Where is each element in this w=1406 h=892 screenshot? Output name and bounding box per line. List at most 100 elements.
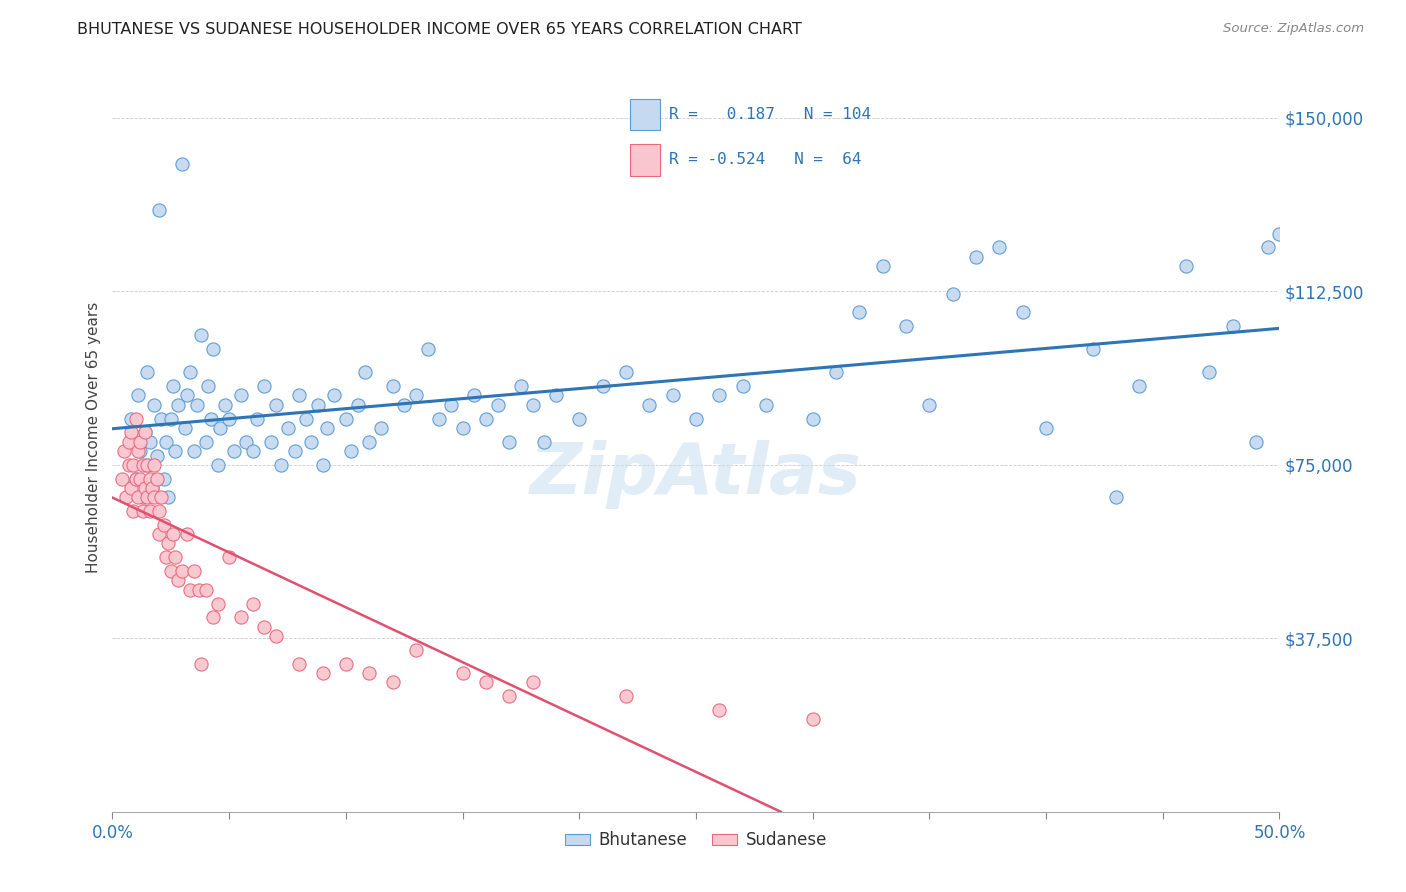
Point xyxy=(311,458,333,472)
Point xyxy=(143,490,166,504)
Point xyxy=(592,379,614,393)
Point xyxy=(134,425,156,440)
Point xyxy=(190,657,212,671)
Point xyxy=(122,504,145,518)
Point xyxy=(118,458,141,472)
Point xyxy=(264,629,287,643)
Point xyxy=(381,675,404,690)
Point xyxy=(194,582,217,597)
Point xyxy=(111,472,134,486)
Point xyxy=(122,458,145,472)
Point xyxy=(942,286,965,301)
Point xyxy=(307,398,329,412)
Point xyxy=(731,379,754,393)
Point xyxy=(176,527,198,541)
Point xyxy=(346,398,368,412)
Point xyxy=(1268,227,1291,241)
Point xyxy=(166,574,188,588)
Point xyxy=(136,458,159,472)
Point xyxy=(270,458,292,472)
Point xyxy=(129,434,152,449)
Point xyxy=(136,365,159,379)
Point xyxy=(339,444,361,458)
Text: BHUTANESE VS SUDANESE HOUSEHOLDER INCOME OVER 65 YEARS CORRELATION CHART: BHUTANESE VS SUDANESE HOUSEHOLDER INCOME… xyxy=(77,22,803,37)
Point xyxy=(139,472,162,486)
Point xyxy=(801,712,824,726)
Point xyxy=(323,388,346,402)
Point xyxy=(498,689,520,703)
Point xyxy=(661,388,683,402)
Point xyxy=(166,398,188,412)
Point xyxy=(129,472,152,486)
Point xyxy=(825,365,848,379)
Point xyxy=(141,481,163,495)
Point xyxy=(173,421,195,435)
Point xyxy=(148,504,170,518)
Point xyxy=(146,449,169,463)
Point xyxy=(118,434,141,449)
Point xyxy=(253,620,276,634)
Point xyxy=(872,259,894,273)
Point xyxy=(155,434,177,449)
Point xyxy=(848,305,870,319)
Point xyxy=(129,444,152,458)
Point xyxy=(157,536,180,550)
Point xyxy=(335,411,357,425)
Text: Source: ZipAtlas.com: Source: ZipAtlas.com xyxy=(1223,22,1364,36)
Point xyxy=(186,398,208,412)
Point xyxy=(316,421,339,435)
Point xyxy=(1222,319,1244,334)
Point xyxy=(120,481,142,495)
Point xyxy=(148,203,170,218)
Point xyxy=(416,342,439,356)
Point xyxy=(218,550,240,565)
Point xyxy=(155,550,177,565)
Point xyxy=(183,564,205,578)
Point xyxy=(134,481,156,495)
Point xyxy=(172,564,194,578)
Point xyxy=(568,411,591,425)
Point xyxy=(150,490,173,504)
Point xyxy=(801,411,824,425)
Point xyxy=(183,444,205,458)
Point xyxy=(134,425,156,440)
Point xyxy=(498,434,520,449)
Point xyxy=(246,411,269,425)
Point xyxy=(918,398,941,412)
Point xyxy=(141,481,163,495)
Point xyxy=(125,472,148,486)
Point xyxy=(153,472,176,486)
Bar xyxy=(630,145,659,176)
Point xyxy=(335,657,357,671)
Point xyxy=(685,411,707,425)
Point xyxy=(115,490,138,504)
Point xyxy=(207,597,229,611)
Point xyxy=(288,388,311,402)
Point xyxy=(427,411,450,425)
Point xyxy=(522,675,544,690)
Point xyxy=(475,675,498,690)
Point xyxy=(146,472,169,486)
Point xyxy=(1105,490,1128,504)
Point xyxy=(153,518,176,533)
Point xyxy=(136,490,159,504)
Point xyxy=(190,328,212,343)
Point xyxy=(127,490,149,504)
Point xyxy=(179,582,201,597)
Point xyxy=(201,610,224,624)
Point xyxy=(370,421,392,435)
Point xyxy=(1198,365,1220,379)
Point xyxy=(208,421,231,435)
Point xyxy=(132,504,155,518)
Point xyxy=(486,398,509,412)
Point xyxy=(207,458,229,472)
Point xyxy=(405,643,427,657)
Y-axis label: Householder Income Over 65 years: Householder Income Over 65 years xyxy=(86,301,101,573)
Point xyxy=(143,458,166,472)
Point xyxy=(614,365,637,379)
Point xyxy=(229,388,252,402)
Point xyxy=(150,411,173,425)
Point xyxy=(214,398,236,412)
Point xyxy=(353,365,375,379)
Point xyxy=(509,379,531,393)
